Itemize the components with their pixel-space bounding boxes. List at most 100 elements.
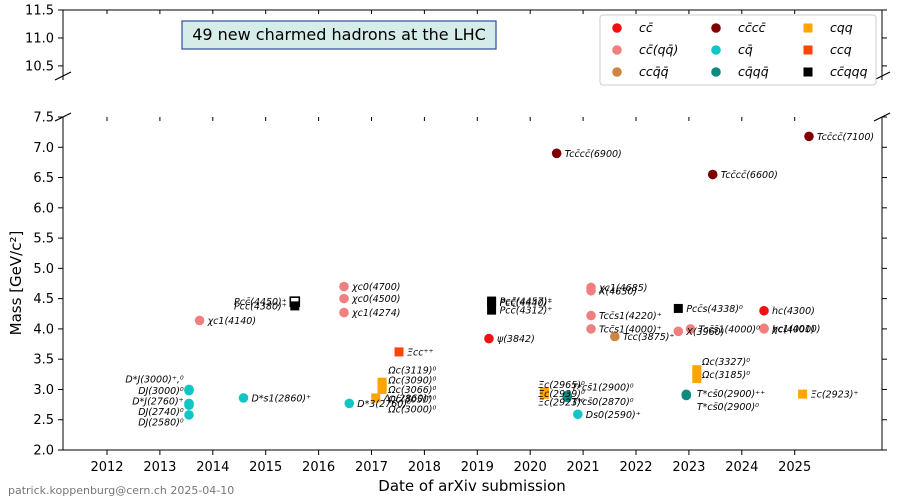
data-point	[371, 393, 381, 403]
y-tick-label: 6.5	[33, 171, 54, 186]
group-label: DJ(2580)⁰	[138, 418, 184, 429]
data-point	[484, 333, 494, 344]
data-point	[692, 369, 702, 379]
point-label: Λc(2860)⁺	[383, 393, 432, 404]
legend-marker	[711, 45, 721, 55]
footer-credit: patrick.koppenburg@cern.ch 2025-04-10	[8, 484, 234, 497]
point-label: χc0(4700)	[351, 282, 400, 293]
point-label: χc1(4010)	[771, 324, 820, 335]
data-point	[487, 297, 497, 307]
y-tick-label: 5.5	[33, 232, 54, 247]
y-tick-label: 4.5	[33, 292, 54, 307]
point-labels: χc1(4140) D*s1(2860)⁺ Pcc̄(4450)⁺Pcc̄(4380…	[125, 132, 874, 429]
point-label: χc1(4685)	[598, 283, 647, 294]
y-tick-label: 7.5	[33, 111, 54, 126]
data-point	[238, 393, 249, 403]
point-label: X(4630)	[598, 286, 637, 297]
group-label: Ξc(2965)⁰	[538, 380, 585, 391]
y-tick-label-upper: 11.5	[25, 4, 54, 19]
data-point	[339, 281, 349, 292]
x-tick-label: 2016	[302, 460, 335, 475]
y-tick-label: 3.0	[33, 383, 54, 398]
data-point	[759, 305, 769, 316]
y-tick-label: 5.0	[33, 262, 54, 277]
legend-label: cc̄(qq̄)	[639, 42, 678, 57]
data-point	[586, 285, 596, 296]
group-label: Ωc(3066)⁰	[387, 385, 436, 396]
point-label: Tcc̄s1(4000)⁺	[599, 324, 662, 335]
point-label: Ξcc⁺⁺	[407, 347, 433, 358]
title-box: 49 new charmed hadrons at the LHC	[181, 20, 497, 50]
x-tick-label: 2015	[249, 460, 282, 475]
legend-marker	[612, 23, 622, 33]
group-label: Ωc(3050)⁰	[387, 395, 436, 406]
data-point	[290, 301, 300, 311]
x-axis-label: Date of arXiv submission	[378, 477, 565, 495]
upper-panel-frame	[62, 9, 883, 80]
data-point	[610, 331, 620, 342]
point-label: D*3(2760)⁰	[357, 399, 411, 410]
legend-label: cq̄	[738, 42, 753, 57]
point-label: Pcc̄(4457)⁺	[500, 297, 553, 308]
legend-label: ccq̄q̄	[639, 64, 669, 79]
group-label: Ωc(3119)⁰	[387, 366, 436, 377]
group-label: DJ(3000)⁰	[138, 386, 184, 397]
data-point	[184, 410, 194, 420]
x-tick-label: 2019	[461, 460, 494, 475]
data-point	[562, 390, 573, 401]
group-label: T*cs̄1(2900)⁰	[571, 383, 633, 394]
x-tick-label: 2023	[672, 460, 705, 475]
data-point	[573, 409, 583, 420]
point-label: Pcc̄(4380)⁺	[234, 301, 287, 312]
point-label: X(3960)	[685, 327, 724, 338]
y-tick-label: 3.5	[33, 353, 54, 368]
point-label: Ξc(2923)⁺	[811, 390, 859, 401]
y-tick-label: 4.0	[33, 322, 54, 337]
x-tick-label: 2013	[143, 460, 176, 475]
axis-ticks	[58, 9, 887, 455]
point-label: Pcc̄(4440)⁺	[500, 298, 553, 309]
x-tick-label: 2012	[90, 460, 123, 475]
point-label: Tcc̄cc̄(6900)	[565, 149, 622, 160]
data-point	[539, 387, 549, 397]
y-tick-label-upper: 11.0	[25, 31, 54, 46]
legend: cc̄ cc̄(qq̄) ccq̄q̄ cc̄cc̄ cq̄ cq̄qq̄ cqq ccq cc…	[599, 14, 877, 86]
group-label: DJ(2740)⁰	[138, 407, 184, 418]
x-tick-label: 2024	[725, 460, 758, 475]
point-label: Tcc̄cc̄(6600)	[721, 170, 778, 181]
data-point	[339, 307, 349, 318]
point-label: hc(4000)	[772, 324, 815, 335]
data-point	[394, 347, 404, 357]
y-tick-label: 2.5	[33, 413, 54, 428]
group-label: Ωc(3185)⁰	[701, 370, 750, 381]
legend-marker	[711, 23, 721, 33]
legend-label: ccq	[830, 42, 852, 57]
data-point	[184, 398, 194, 409]
legend-marker	[612, 67, 622, 77]
x-tick-label: 2022	[619, 460, 652, 475]
data-point	[194, 315, 205, 326]
legend-marker	[711, 67, 721, 77]
point-label: Ds0(2590)⁺	[586, 410, 641, 421]
y-tick-label-upper: 10.5	[25, 59, 54, 74]
x-tick-label: 2021	[567, 460, 600, 475]
point-label: Pcc̄s(4338)⁰	[686, 304, 743, 315]
lower-panel-frame	[62, 117, 883, 451]
point-label: Tcc̄s1(4220)⁺	[599, 311, 662, 322]
group-label: Ξc(2939)⁰	[538, 389, 585, 400]
point-label: Tcc(3875)⁺	[623, 332, 675, 343]
chart-title: 49 new charmed hadrons at the LHC	[192, 25, 486, 44]
data-point	[551, 148, 562, 159]
legend-marker	[803, 45, 813, 55]
data-point	[673, 303, 683, 313]
y-axis-label: Mass [GeV/c²]	[7, 231, 25, 336]
legend-marker	[803, 23, 813, 33]
point-label: χc1(4274)	[351, 308, 400, 319]
data-point	[759, 324, 769, 334]
point-label: ψ(3842)	[497, 334, 535, 345]
legend-marker	[612, 45, 622, 55]
legend-label: cc̄qqq	[830, 64, 868, 79]
legend-label: cq̄qq̄	[738, 64, 769, 79]
point-label: D*s1(2860)⁺	[251, 393, 311, 404]
